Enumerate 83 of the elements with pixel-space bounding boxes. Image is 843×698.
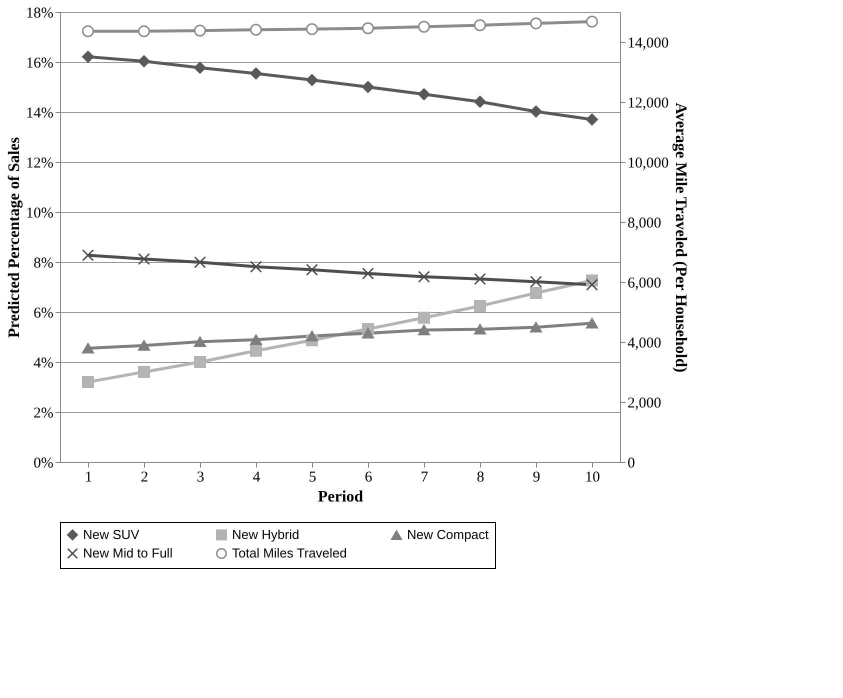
point <box>82 376 94 388</box>
y2-tick-label: 0 <box>628 456 635 472</box>
y-tick-label: 6% <box>34 306 54 322</box>
legend-label: New Hybrid <box>232 526 300 542</box>
y-tick-label: 18% <box>26 6 54 22</box>
point <box>474 324 486 335</box>
y-tick-label: 4% <box>34 356 54 372</box>
x-tick-label: 6 <box>364 470 373 486</box>
point <box>474 96 486 108</box>
point <box>250 68 262 80</box>
point <box>362 328 374 339</box>
point <box>250 24 262 36</box>
y-tick-label: 16% <box>26 56 54 72</box>
point <box>194 24 206 37</box>
y-tick-label: 8% <box>34 256 54 272</box>
point <box>306 264 318 276</box>
y2-tick-label: 2,000 <box>628 396 662 412</box>
point <box>530 17 542 30</box>
point <box>194 256 206 268</box>
y-tick-label: 14% <box>26 106 54 122</box>
x-tick-label: 5 <box>308 470 316 486</box>
x-tick-label: 4 <box>252 470 261 486</box>
point <box>250 334 262 346</box>
legend-label: New Mid to Full <box>83 546 173 560</box>
point <box>138 340 150 351</box>
point <box>586 16 598 28</box>
y-tick-label: 12% <box>26 156 54 172</box>
point <box>362 81 374 93</box>
y2-tick-label: 10,000 <box>628 156 669 172</box>
y-axis-title: Predicted Percentage of Sales <box>6 137 24 338</box>
point <box>530 106 542 118</box>
point <box>586 114 598 126</box>
point <box>418 324 430 336</box>
point <box>586 318 598 329</box>
y2-axis-title: Average Mile Traveled (Per Household) <box>672 102 689 372</box>
point <box>586 278 598 291</box>
point <box>418 20 430 33</box>
point <box>362 22 374 34</box>
y-tick-label: 10% <box>26 206 54 222</box>
point <box>530 276 542 288</box>
point <box>362 268 374 280</box>
y2-tick-label: 14,000 <box>628 36 669 52</box>
x-tick-label: 2 <box>140 470 148 486</box>
x-tick-label: 9 <box>532 470 540 486</box>
point <box>82 249 94 262</box>
legend-label: Total Miles Traveled <box>232 546 347 560</box>
point <box>82 342 94 354</box>
point <box>194 356 206 368</box>
point <box>306 23 318 36</box>
point <box>306 74 318 86</box>
point <box>138 253 150 265</box>
point <box>418 88 430 100</box>
point <box>250 344 262 357</box>
y-tick-label: 0% <box>34 456 54 472</box>
point <box>418 270 430 283</box>
point <box>530 287 542 299</box>
point <box>194 336 206 348</box>
y2-tick-label: 8,000 <box>628 216 662 232</box>
point <box>306 330 318 342</box>
point <box>474 19 486 32</box>
point <box>138 366 150 378</box>
legend-label: New SUV <box>83 526 140 542</box>
y2-tick-label: 12,000 <box>628 96 669 112</box>
point <box>474 300 486 312</box>
point <box>474 273 486 285</box>
point <box>138 55 150 68</box>
point <box>530 322 542 333</box>
point <box>418 312 430 324</box>
y2-tick-label: 6,000 <box>628 276 662 292</box>
legend-label: New Compact <box>407 527 490 542</box>
x-tick-label: 1 <box>84 470 92 486</box>
y2-tick-label: 4,000 <box>628 336 662 352</box>
x-tick-label: 8 <box>476 470 484 486</box>
point <box>82 25 94 38</box>
point <box>82 50 94 63</box>
x-tick-label: 7 <box>420 470 429 486</box>
x-tick-label: 10 <box>585 470 600 486</box>
point <box>138 25 150 38</box>
point <box>194 62 206 74</box>
x-axis-title: Period <box>318 488 364 506</box>
x-tick-label: 3 <box>196 470 204 486</box>
point <box>250 260 262 273</box>
y-tick-label: 2% <box>34 406 54 422</box>
